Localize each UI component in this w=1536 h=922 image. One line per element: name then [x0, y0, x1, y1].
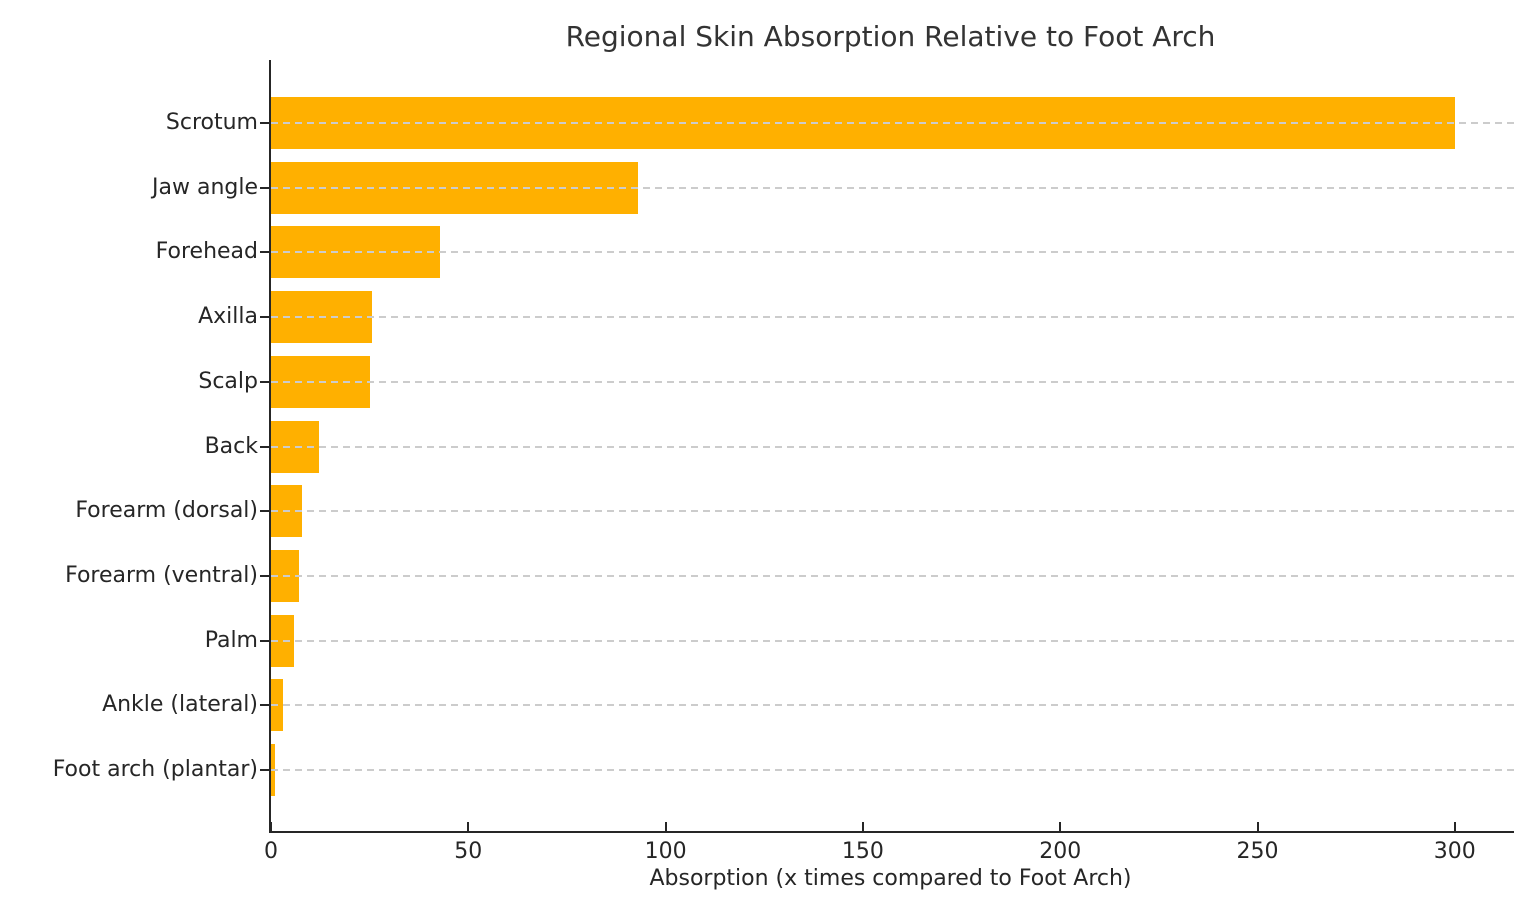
category-label: Back [204, 433, 258, 459]
y-tick [260, 316, 270, 319]
gridline [271, 316, 1514, 319]
x-tick-label: 250 [1236, 839, 1279, 864]
y-tick [260, 769, 270, 771]
x-tick-label: 300 [1433, 839, 1476, 864]
y-tick [260, 251, 270, 254]
category-label: Scalp [198, 368, 258, 394]
y-tick [260, 704, 270, 707]
y-tick [260, 122, 270, 124]
x-tick-label: 50 [454, 839, 483, 864]
y-tick [260, 510, 270, 513]
gridline [271, 574, 1514, 577]
category-label: Jaw angle [152, 174, 258, 200]
category-label: Scrotum [165, 110, 258, 135]
category-label: Forearm (dorsal) [75, 498, 258, 524]
y-tick [260, 380, 270, 383]
x-tick [467, 822, 470, 831]
category-label: Axilla [198, 304, 258, 330]
gridline [271, 186, 1514, 189]
category-label: Foot arch (plantar) [52, 757, 258, 782]
x-tick-label: 0 [264, 839, 278, 864]
gridline [271, 380, 1514, 383]
x-tick-label: 150 [841, 839, 884, 864]
x-tick [1059, 822, 1062, 831]
y-tick [260, 574, 270, 577]
x-tick [664, 822, 667, 831]
category-label: Ankle (lateral) [102, 692, 258, 718]
x-tick-label: 200 [1039, 839, 1082, 864]
category-label: Palm [204, 627, 258, 653]
gridline [271, 639, 1514, 642]
x-tick [1453, 822, 1456, 831]
x-axis-label: Absorption (x times compared to Foot Arc… [649, 866, 1132, 891]
x-tick-label: 100 [644, 839, 687, 864]
y-tick [260, 186, 270, 189]
x-tick [270, 822, 272, 831]
gridline [271, 510, 1514, 513]
gridline [271, 445, 1514, 448]
x-tick [861, 822, 864, 831]
chart-title: Regional Skin Absorption Relative to Foo… [565, 20, 1216, 53]
x-tick [1256, 822, 1259, 831]
plot-area: Scrotum Jaw angle Forehead Axilla Scalp Back F… [53, 60, 1514, 864]
gridline [271, 704, 1514, 707]
gridline [271, 769, 1514, 771]
y-tick [260, 445, 270, 448]
gridline [271, 122, 1514, 124]
category-label: Forearm (ventral) [65, 562, 258, 588]
gridline [271, 251, 1514, 254]
y-tick [260, 639, 270, 642]
category-label: Forehead [155, 239, 258, 265]
